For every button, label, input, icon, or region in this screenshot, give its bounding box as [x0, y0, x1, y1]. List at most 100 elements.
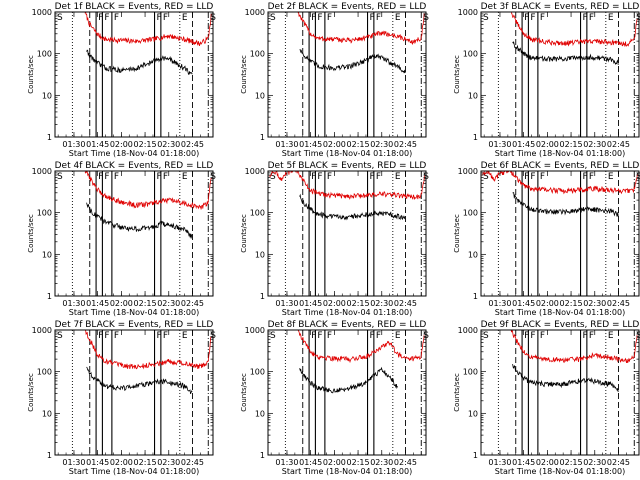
time-marker-label: S — [57, 331, 63, 341]
x-tick-label: 02:45 — [181, 458, 204, 467]
time-marker-label: F — [524, 13, 529, 23]
plot-frame — [480, 329, 640, 456]
time-marker-label: S — [483, 172, 489, 182]
time-marker-label: F — [104, 172, 109, 182]
x-tick-label: 02:15 — [134, 140, 157, 149]
time-marker-label: F — [370, 13, 375, 23]
panel-title: Det 4f BLACK = Events, RED = LLD — [55, 161, 214, 171]
y-tick-label: 10 — [42, 91, 52, 100]
time-marker-label: F — [583, 172, 588, 182]
x-tick-label: 02:15 — [134, 458, 157, 467]
x-tick-label: 02:45 — [394, 458, 417, 467]
y-tick-label: 1000 — [32, 326, 52, 335]
x-tick-label: 02:15 — [560, 140, 583, 149]
lld-series-line — [297, 12, 425, 45]
y-tick-label: 1000 — [458, 167, 478, 176]
lld-series-line — [510, 330, 638, 364]
time-marker-label: S — [57, 13, 63, 23]
time-marker-label: S — [483, 331, 489, 341]
x-tick-label: 02:30 — [583, 299, 606, 308]
lld-series-line — [84, 330, 212, 370]
y-axis-label: Counts/sec — [240, 55, 248, 94]
y-tick-label: 100 — [250, 50, 265, 59]
x-tick-label: 01:45 — [512, 140, 535, 149]
plot-frame — [267, 11, 427, 138]
time-marker-label: F — [530, 331, 535, 341]
x-tick-label: 01:45 — [299, 140, 322, 149]
time-marker-label: F — [540, 331, 545, 341]
events-series-line — [512, 40, 619, 66]
time-marker-label: E — [182, 172, 188, 182]
time-marker-label: F — [370, 331, 375, 341]
time-marker-label: F — [583, 331, 588, 341]
x-tick-label: 01:30 — [488, 299, 511, 308]
y-tick-label: 1 — [260, 451, 265, 460]
x-tick-label: 02:00 — [323, 299, 346, 308]
plot-frame — [267, 329, 427, 456]
x-tick-label: 02:00 — [323, 458, 346, 467]
panel-title: Det 2f BLACK = Events, RED = LLD — [268, 2, 427, 12]
y-tick-label: 1 — [260, 292, 265, 301]
y-axis-label: Counts/sec — [240, 373, 248, 412]
plot-frame — [54, 11, 214, 138]
x-tick-label: 02:30 — [370, 458, 393, 467]
time-marker-label: S — [636, 172, 640, 182]
y-tick-label: 100 — [463, 368, 478, 377]
time-marker-label: F — [157, 172, 162, 182]
x-tick-label: 02:00 — [110, 140, 133, 149]
x-tick-label: 02:15 — [347, 458, 370, 467]
lld-series-line — [482, 171, 638, 195]
x-tick-label: 02:30 — [583, 140, 606, 149]
x-tick-label: 01:45 — [86, 299, 109, 308]
time-marker-label: F — [104, 13, 109, 23]
plot-frame — [267, 170, 427, 297]
x-tick-label: 01:30 — [62, 299, 85, 308]
y-tick-label: 10 — [42, 409, 52, 418]
events-series-line — [86, 202, 193, 239]
y-axis-label: Counts/sec — [453, 214, 461, 253]
y-tick-label: 10 — [42, 250, 52, 259]
time-marker-label: S — [270, 172, 276, 182]
y-tick-label: 10 — [468, 91, 478, 100]
x-tick-label: 02:45 — [607, 140, 630, 149]
x-tick-label: 02:30 — [370, 299, 393, 308]
x-tick-label: 02:45 — [181, 140, 204, 149]
events-series-line — [512, 364, 619, 393]
time-marker-label: F — [589, 13, 594, 23]
y-tick-label: 1 — [47, 133, 52, 142]
time-marker-label: E — [395, 172, 401, 182]
time-marker-label: F — [540, 13, 545, 23]
x-tick-label: 01:30 — [62, 458, 85, 467]
time-marker-label: F — [327, 172, 332, 182]
x-axis-label: Start Time (18-Nov-04 01:18:00) — [495, 149, 625, 158]
time-marker-label: F — [524, 172, 529, 182]
events-series-line — [86, 49, 193, 76]
panel-title: Det 3f BLACK = Events, RED = LLD — [481, 2, 640, 12]
panel-title: Det 7f BLACK = Events, RED = LLD — [55, 320, 214, 330]
time-marker-label: F — [327, 13, 332, 23]
time-marker-label: F — [114, 172, 119, 182]
lld-series-line — [269, 171, 425, 201]
y-axis-label: Counts/sec — [240, 214, 248, 253]
x-tick-label: 02:45 — [607, 299, 630, 308]
x-axis-label: Start Time (18-Nov-04 01:18:00) — [69, 467, 199, 476]
events-series-line — [299, 48, 406, 74]
panel-title: Det 1f BLACK = Events, RED = LLD — [55, 2, 214, 12]
x-tick-label: 01:30 — [488, 458, 511, 467]
time-marker-label: F — [157, 331, 162, 341]
y-tick-label: 100 — [463, 50, 478, 59]
time-marker-label: F — [530, 13, 535, 23]
y-tick-label: 10 — [468, 250, 478, 259]
x-tick-label: 02:15 — [347, 299, 370, 308]
y-tick-label: 1000 — [245, 167, 265, 176]
time-marker-label: E — [608, 172, 614, 182]
x-tick-label: 01:30 — [275, 140, 298, 149]
x-tick-label: 02:30 — [370, 140, 393, 149]
